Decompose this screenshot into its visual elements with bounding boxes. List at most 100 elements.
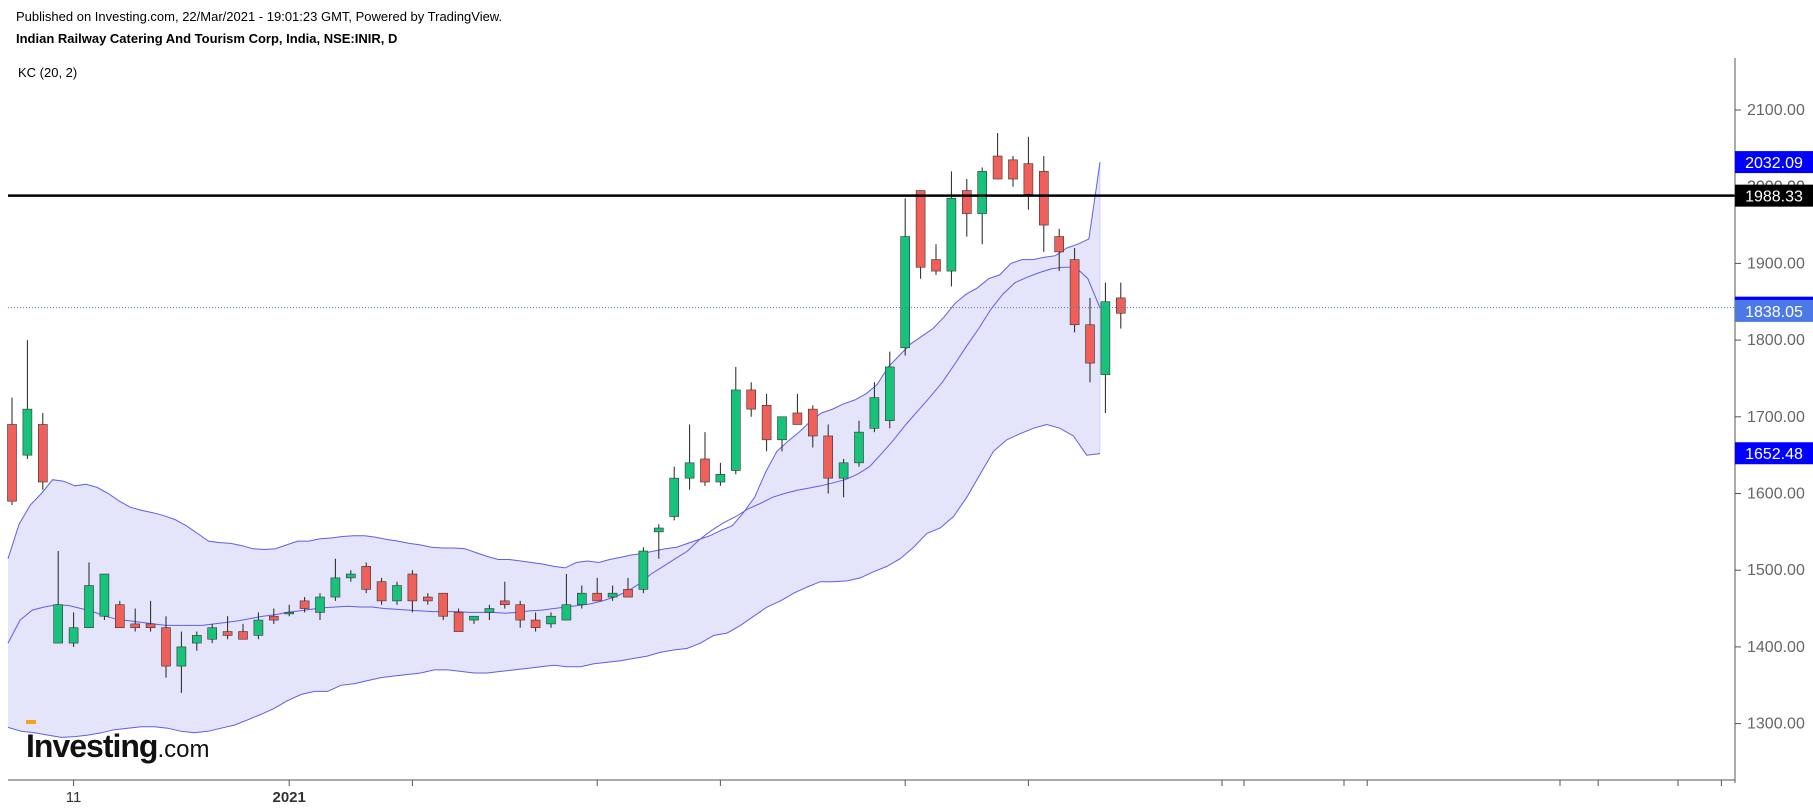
candle-body-down: [422, 596, 433, 602]
y-tick-label: 1900.00: [1747, 255, 1805, 272]
candle: [807, 405, 818, 448]
candle-body-down: [499, 600, 510, 606]
candle: [946, 171, 957, 287]
candle: [638, 547, 649, 594]
price-label-text: 1988.33: [1745, 189, 1803, 206]
logo-brand: Investing: [26, 728, 158, 764]
candle-body-down: [7, 424, 17, 502]
candle-body-down: [592, 592, 603, 602]
candle-body-down: [931, 259, 941, 272]
candles-group: [7, 133, 1126, 693]
candle-body-down: [361, 566, 372, 590]
candle: [792, 393, 803, 425]
candle: [884, 351, 895, 429]
channel-upper-line: [7, 162, 1101, 569]
candle-body-up: [977, 171, 988, 214]
candle-body-up: [392, 585, 402, 602]
indicator-label: KC (20, 2): [18, 65, 78, 80]
candle: [37, 412, 48, 490]
candle-body-up: [854, 431, 864, 464]
candle-body-down: [268, 615, 279, 621]
candle: [530, 612, 541, 632]
y-tick-label: 1700.00: [1747, 409, 1805, 426]
candle: [453, 608, 464, 632]
candle: [961, 179, 972, 237]
candle-body-down: [1008, 159, 1018, 180]
candle: [376, 577, 387, 605]
candle-body-down: [161, 627, 171, 667]
candle: [576, 585, 587, 609]
candle: [176, 631, 187, 693]
candle: [407, 570, 418, 613]
candle: [345, 570, 356, 582]
candle-body-up: [869, 397, 880, 429]
candle-body-down: [961, 190, 972, 214]
candle: [222, 616, 233, 640]
candle-body-down: [915, 190, 926, 268]
candle: [99, 573, 110, 621]
candle-body-up: [68, 627, 79, 644]
candle: [238, 623, 248, 640]
candle: [130, 608, 140, 632]
candle: [1069, 248, 1080, 333]
price-label-box: [1735, 299, 1813, 322]
candle-body-down: [746, 389, 757, 410]
logo-accent-mark: [26, 720, 36, 724]
candle: [623, 577, 633, 598]
y-tick-label: 1400.00: [1747, 639, 1805, 656]
candle-body-up: [900, 236, 911, 349]
candle-body-down: [37, 424, 48, 483]
candle-body-down: [823, 435, 834, 479]
candle-body-down: [222, 631, 233, 636]
candle-body-up: [561, 604, 572, 621]
candle-body-down: [438, 592, 449, 617]
candle-body-down: [1039, 171, 1049, 226]
candle: [253, 612, 264, 640]
symbol-title: Indian Railway Catering And Tourism Corp…: [16, 31, 398, 46]
candle-body-up: [1100, 301, 1111, 375]
candle: [854, 420, 864, 467]
candle-body-up: [330, 577, 341, 598]
candle-body-up: [653, 527, 664, 533]
candle: [838, 458, 849, 498]
chart-overlays: [8, 194, 1735, 309]
candle: [607, 585, 618, 601]
candle-body-down: [700, 458, 710, 483]
candle: [484, 604, 495, 621]
candle-body-up: [684, 462, 695, 479]
candle-body-up: [207, 627, 217, 640]
x-tick-label: 2021: [273, 789, 306, 806]
y-tick-label: 1600.00: [1747, 486, 1805, 503]
candle-body-up: [53, 604, 64, 644]
investing-logo: Investing.com: [26, 720, 209, 765]
candle: [7, 397, 17, 506]
candle-body-up: [546, 615, 556, 625]
candle: [915, 190, 926, 279]
candle: [653, 524, 664, 559]
candle: [499, 581, 510, 609]
y-tick-label: 1300.00: [1747, 716, 1805, 733]
candle-body-up: [946, 197, 957, 272]
candle-body-up: [345, 573, 356, 579]
candle: [992, 133, 1003, 180]
candle: [561, 574, 572, 621]
candle-body-down: [792, 412, 803, 425]
price-label-text: 2032.09: [1745, 155, 1803, 172]
candle: [192, 631, 202, 651]
candle: [684, 424, 695, 490]
candle-body-down: [992, 155, 1003, 180]
candle: [869, 382, 880, 433]
candle-body-down: [115, 604, 125, 629]
candle: [22, 340, 33, 459]
candle-body-up: [192, 635, 202, 644]
candle: [546, 612, 556, 628]
candle: [145, 600, 156, 632]
channel-lower-line: [7, 423, 1101, 738]
candle: [715, 462, 726, 486]
price-label-box: [1735, 184, 1813, 207]
candle-body-down: [145, 623, 156, 629]
channel-fill: [8, 162, 1100, 738]
candle-body-up: [484, 608, 495, 613]
candle-body-down: [1054, 236, 1064, 253]
